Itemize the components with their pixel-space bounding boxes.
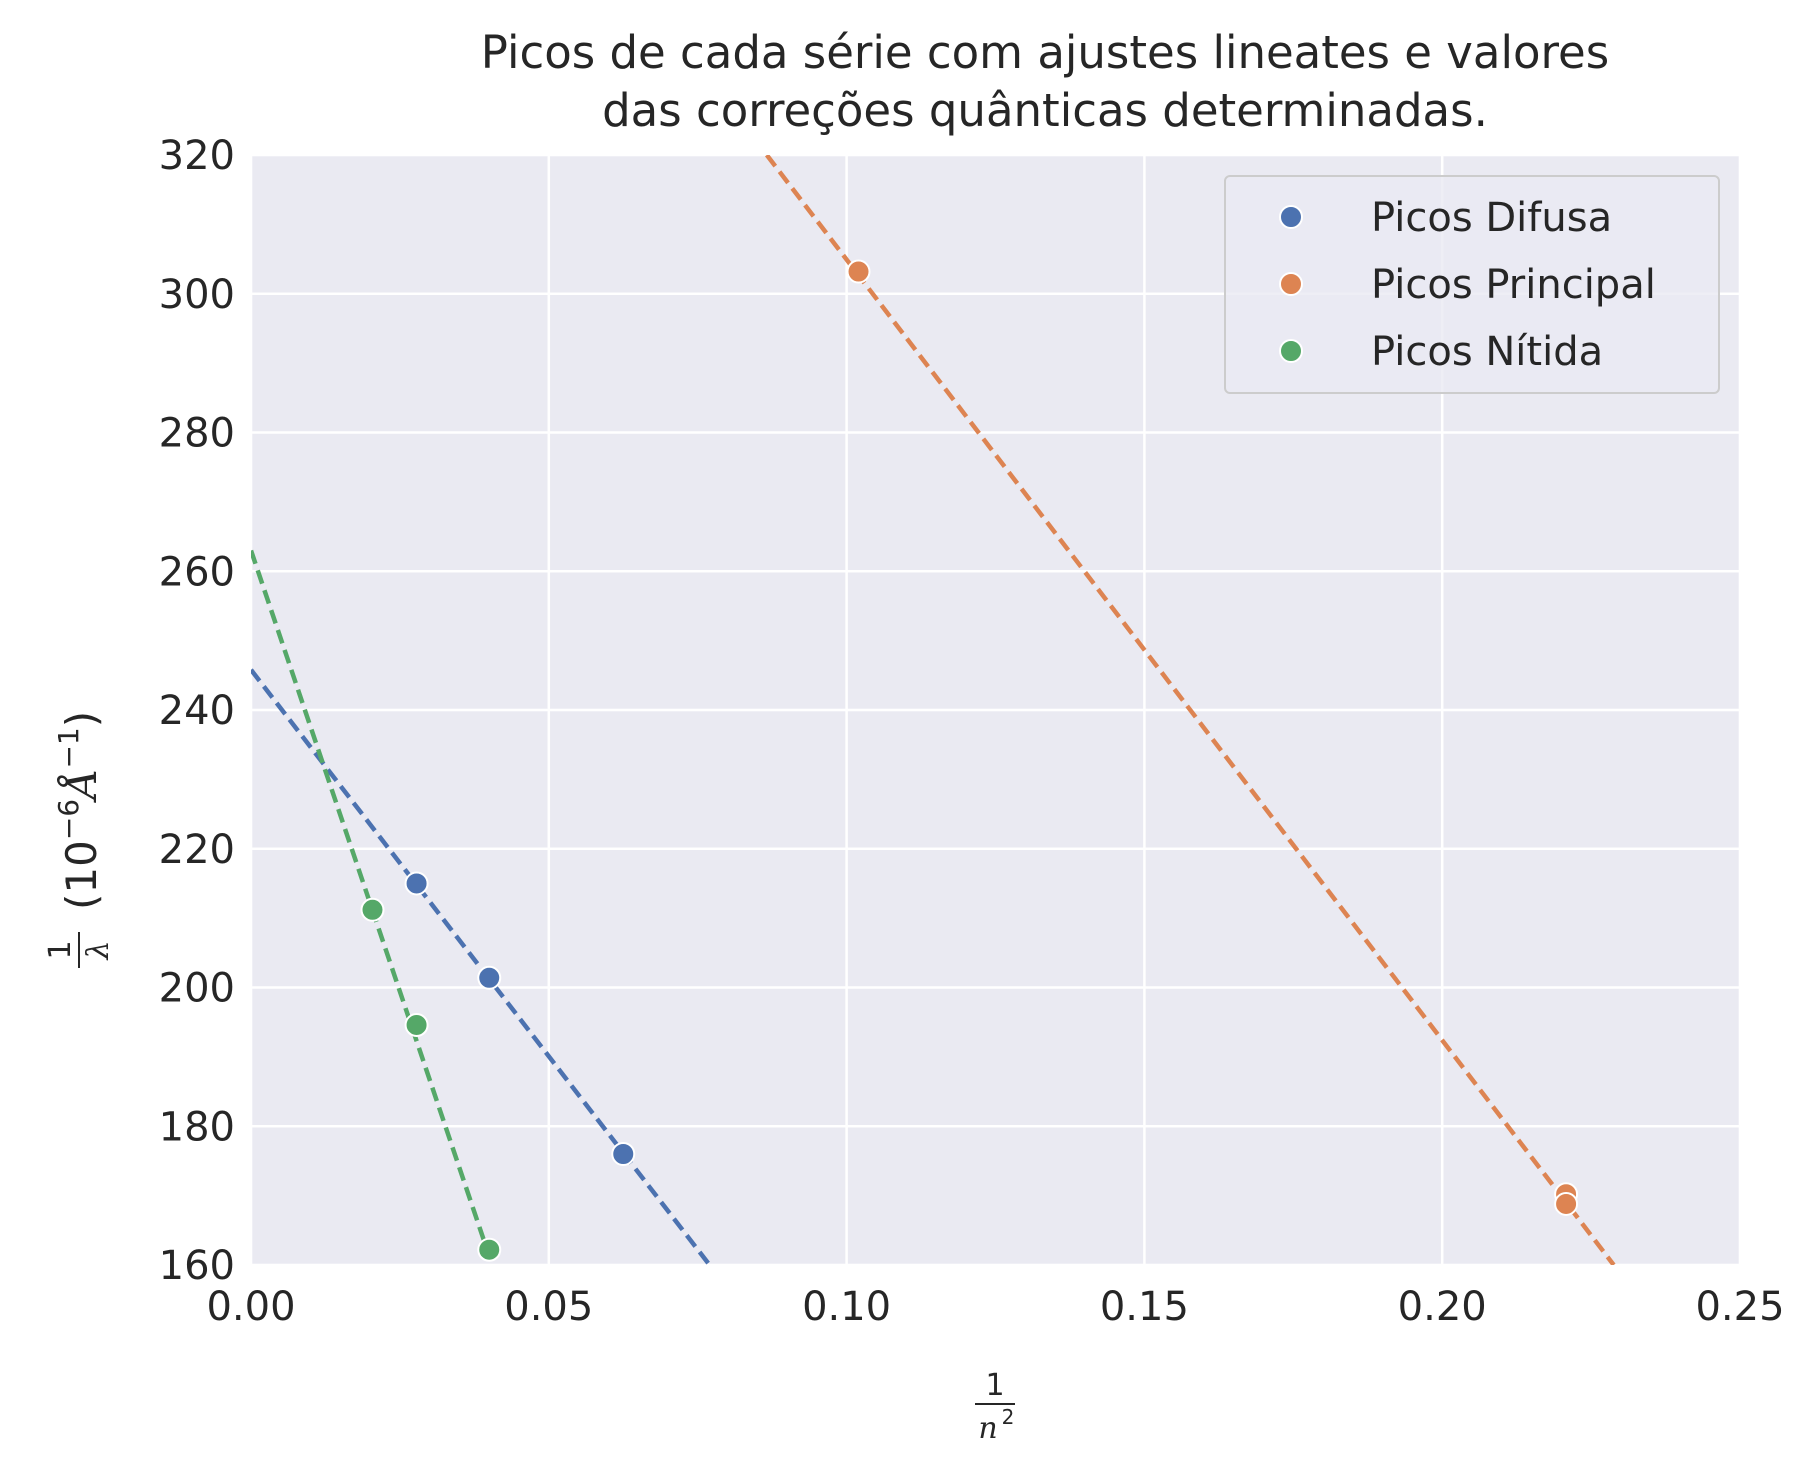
x-tick-label: 0.10 xyxy=(802,1284,891,1330)
x-axis-label-denominator-exponent: 2 xyxy=(1002,1405,1015,1429)
y-tick-label: 180 xyxy=(159,1104,235,1150)
y-tick-label: 220 xyxy=(159,827,235,873)
data-points xyxy=(360,259,1579,1262)
legend-item: Picos Principal xyxy=(1279,262,1656,308)
data-point xyxy=(611,1142,636,1166)
y-tick-label: 260 xyxy=(159,549,235,595)
data-point xyxy=(477,965,502,990)
data-point xyxy=(846,259,871,284)
legend-label: Picos Principal xyxy=(1371,262,1656,308)
x-axis-label-denominator: n xyxy=(978,1411,997,1446)
legend-label: Picos Nítida xyxy=(1371,329,1603,375)
y-axis-label-denominator: λ xyxy=(81,940,116,960)
data-point xyxy=(404,1012,429,1037)
y-tick-label: 240 xyxy=(159,688,235,734)
y-axis-label-numerator: 1 xyxy=(43,940,78,959)
y-axis-label: 1 λ (10−6Å−1) xyxy=(43,711,116,968)
y-tick-label: 280 xyxy=(159,411,235,457)
y-units-unit: Å xyxy=(56,769,106,804)
legend-box xyxy=(1224,175,1720,394)
legend: Picos Difusa Picos Principal Picos Nítida xyxy=(1224,175,1720,394)
legend-marker xyxy=(1279,272,1303,296)
chart-title-line-1: Picos de cada série com ajustes lineates… xyxy=(481,26,1609,79)
legend-marker xyxy=(1279,205,1303,229)
data-point xyxy=(1554,1191,1579,1216)
fit-lines xyxy=(251,155,1616,1265)
data-point xyxy=(404,871,429,896)
y-units-open: (10 xyxy=(57,840,106,910)
fit-line xyxy=(765,155,1616,1265)
chart-title-line-2: das correções quânticas determinadas. xyxy=(602,84,1488,137)
legend-item: Picos Nítida xyxy=(1279,329,1603,375)
y-units-unit-exp: −1 xyxy=(52,727,85,768)
x-tick-label: 0.15 xyxy=(1100,1284,1189,1330)
x-tick-labels: 0.00 0.05 0.10 0.15 0.20 0.25 xyxy=(206,1284,1784,1330)
legend-label: Picos Difusa xyxy=(1371,195,1612,241)
y-tick-label: 320 xyxy=(159,133,235,179)
y-units-exp: −6 xyxy=(52,799,85,840)
y-tick-label: 200 xyxy=(159,966,235,1012)
data-point xyxy=(477,1237,502,1262)
y-units-close: ) xyxy=(57,711,106,727)
data-point xyxy=(360,897,385,922)
y-axis-label-units: (10−6Å−1) xyxy=(52,711,106,910)
y-tick-labels: 160 180 200 220 240 260 280 300 320 xyxy=(159,133,235,1289)
x-tick-label: 0.05 xyxy=(504,1284,593,1330)
y-tick-label: 160 xyxy=(159,1243,235,1289)
x-axis-label-numerator: 1 xyxy=(985,1368,1004,1403)
legend-item: Picos Difusa xyxy=(1279,195,1612,241)
x-axis-label: 1 n 2 xyxy=(975,1368,1015,1446)
y-tick-label: 300 xyxy=(159,272,235,318)
x-tick-label: 0.25 xyxy=(1695,1284,1784,1330)
x-tick-label: 0.20 xyxy=(1398,1284,1487,1330)
legend-marker xyxy=(1279,339,1303,363)
x-tick-label: 0.00 xyxy=(206,1284,295,1330)
